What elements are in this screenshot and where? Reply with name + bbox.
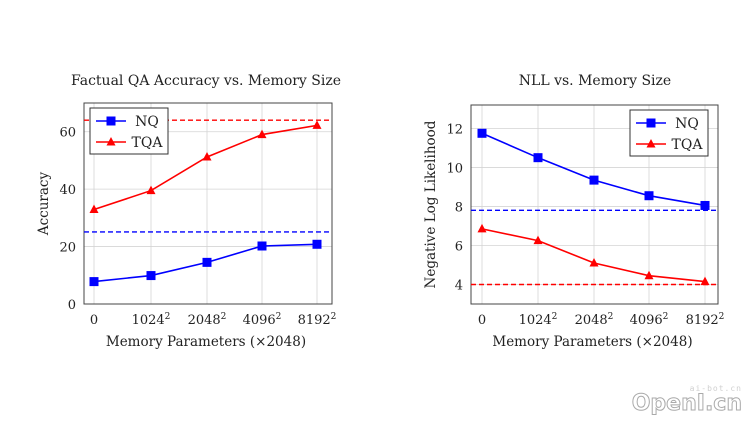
data-point: [589, 258, 599, 267]
watermark-small: ai-bot.cn: [689, 384, 742, 393]
x-axis-label: Memory Parameters (×2048): [492, 334, 692, 350]
series-nq: [477, 128, 710, 210]
legend: NQ TQA: [89, 107, 169, 155]
x-tick-label: 40962: [243, 312, 282, 328]
legend-label: TQA: [132, 135, 164, 151]
legend-label: TQA: [672, 137, 704, 153]
data-point: [146, 185, 156, 195]
data-point: [477, 128, 487, 138]
x-tick-label: 20482: [188, 312, 227, 328]
legend-swatch-marker: [646, 118, 656, 128]
legend: NQ TQA: [629, 109, 709, 157]
watermark: ai-bot.cn OpenI.cn: [631, 384, 742, 416]
y-axis-label: Negative Log Likelihood: [423, 120, 439, 288]
chart-2: NLL vs. Memory Size 4 6 8 10 12 0 10242 20482 409…: [423, 73, 724, 350]
data-point: [533, 153, 543, 163]
x-axis-label: Memory Parameters (×2048): [106, 334, 306, 350]
legend-swatch-marker: [106, 137, 116, 146]
x-tick-label: 20482: [575, 312, 614, 328]
series-tqa: [477, 223, 710, 286]
x-tick-label: 81922: [686, 312, 725, 328]
data-point: [312, 120, 322, 129]
data-point: [477, 223, 487, 233]
x-tick-label: 0: [90, 313, 98, 328]
data-point: [257, 129, 267, 139]
watermark-logo: OpenI.cn: [631, 391, 742, 416]
y-tick-label: 6: [455, 239, 463, 254]
x-tick-label: 0: [478, 313, 486, 328]
data-point: [644, 270, 654, 280]
x-tick-label: 81922: [298, 312, 337, 328]
y-tick-label: 12: [446, 122, 463, 137]
series-line: [481, 228, 706, 283]
series-tqa: [89, 120, 322, 214]
legend-label: NQ: [135, 114, 159, 130]
chart-title: NLL vs. Memory Size: [519, 73, 671, 89]
data-point: [146, 271, 156, 281]
data-point: [700, 276, 710, 286]
chart-title: Factual QA Accuracy vs. Memory Size: [71, 73, 341, 89]
data-point: [312, 239, 322, 249]
data-point: [644, 191, 654, 201]
data-point: [89, 204, 99, 214]
legend-label: NQ: [675, 116, 699, 132]
legend-box: [89, 107, 169, 155]
chart-1: Factual QA Accuracy vs. Memory Size 0 20 40…: [36, 73, 341, 350]
y-tick-label: 0: [68, 298, 76, 313]
legend-swatch-marker: [106, 116, 116, 126]
y-tick-label: 8: [455, 200, 463, 215]
legend-swatch-marker: [646, 139, 656, 148]
y-tick-label: 10: [446, 161, 463, 176]
y-tick-label: 4: [455, 278, 463, 293]
data-point: [202, 151, 212, 161]
data-point: [89, 277, 99, 287]
data-point: [202, 257, 212, 267]
x-tick-label: 10242: [519, 312, 558, 328]
y-tick-label: 40: [59, 183, 76, 198]
y-tick-label: 60: [59, 126, 76, 141]
x-tick-label: 10242: [132, 312, 171, 328]
legend-box: [629, 109, 709, 157]
data-point: [257, 241, 267, 251]
series-nq: [89, 239, 322, 287]
plot-frame: [470, 104, 719, 305]
y-tick-label: 20: [59, 241, 76, 256]
plot-frame: [83, 102, 333, 305]
data-point: [533, 235, 543, 245]
data-point: [589, 175, 599, 185]
x-tick-label: 40962: [630, 312, 669, 328]
data-point: [700, 200, 710, 210]
y-axis-label: Accuracy: [36, 172, 52, 237]
